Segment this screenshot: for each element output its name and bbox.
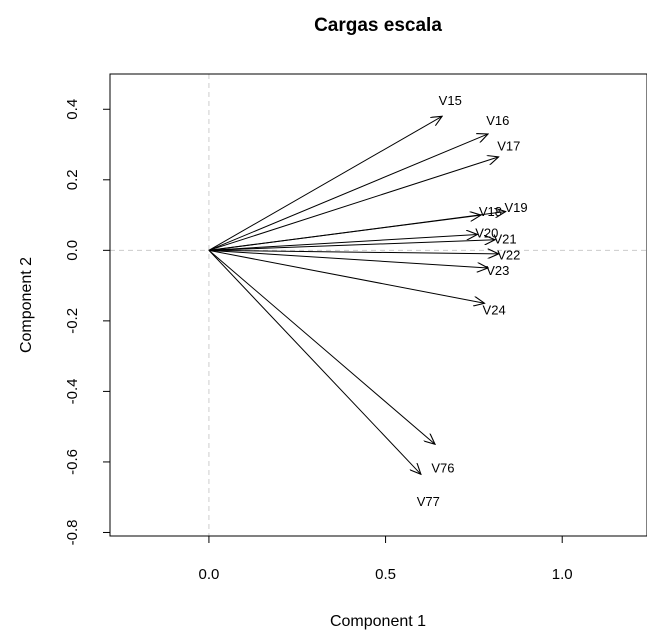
reference-lines [110,74,647,536]
vector-label-v21: V21 [494,231,517,246]
vector-arrow-v15 [208,116,442,251]
y-tick-label: 0.4 [64,99,81,120]
vector-arrow-v17 [208,157,499,251]
vector-arrow-v22 [208,250,499,254]
y-tick-label: -0.4 [64,378,81,404]
vector-label-v16: V16 [486,113,509,128]
y-tick-label: 0.2 [64,169,81,190]
x-tick-label: 0.0 [198,566,219,583]
vector-arrow-v19 [208,212,506,251]
vector-arrow-v23 [208,249,488,268]
y-tick-label: -0.2 [64,308,81,334]
vector-label-v77: V77 [417,494,440,509]
vector-label-v18: V18 [479,204,502,219]
x-tick-label: 0.5 [375,566,396,583]
x-tick-label: 1.0 [552,566,573,583]
vector-label-v15: V15 [439,93,462,108]
y-axis-title: Component 2 [18,257,35,353]
vector-label-v24: V24 [483,303,506,318]
y-tick-label: 0.0 [64,240,81,261]
vector-arrow-v21 [208,240,495,251]
vector-label-v19: V19 [505,200,528,215]
vector-label-v17: V17 [497,139,520,154]
vector-label-v22: V22 [497,247,520,262]
y-tick-label: -0.8 [64,520,81,546]
y-axis: -0.8 -0.6 -0.4 -0.2 0.0 0.2 0.4 [64,99,111,546]
y-tick-label: -0.6 [64,449,81,475]
x-axis-title: Component 1 [330,613,426,630]
vector-arrow-v16 [208,134,488,251]
plot-frame [109,73,647,537]
vector-arrow-v76 [208,249,435,444]
chart-title: Cargas escala [314,15,442,36]
vector-label-v76: V76 [431,461,454,476]
x-axis: 0.0 0.5 1.0 [198,535,573,583]
vector-arrow-v77 [208,249,421,474]
vector-label-v23: V23 [486,263,509,278]
vector-arrow-v24 [208,249,485,303]
vector-arrow-v20 [208,234,478,251]
